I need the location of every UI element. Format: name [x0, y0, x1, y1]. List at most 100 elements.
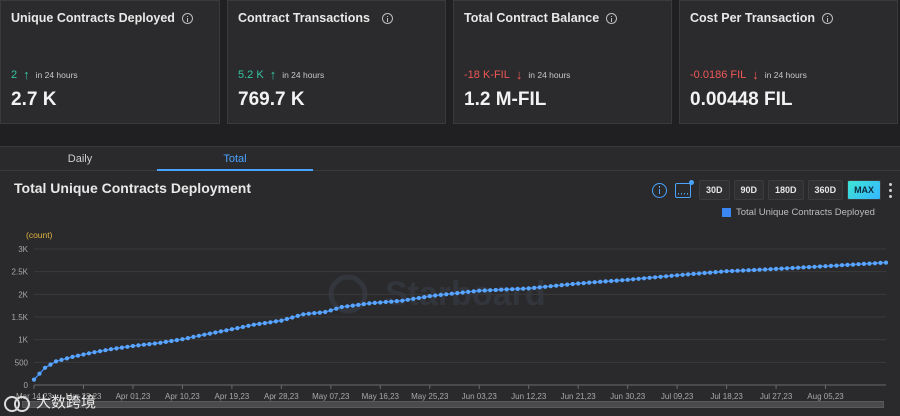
- info-icon[interactable]: [822, 12, 834, 24]
- y-tick-label: 1.5K: [12, 313, 29, 322]
- delta-row: -0.0186 FIL ↓ in 24 hours: [690, 67, 807, 82]
- series-point: [345, 304, 350, 309]
- y-tick-label: 3K: [18, 245, 28, 254]
- series-point: [180, 337, 185, 342]
- series-point: [306, 311, 311, 316]
- calendar-icon[interactable]: [675, 179, 694, 198]
- series-point: [334, 306, 339, 311]
- x-tick-label: Apr 28,23: [264, 392, 299, 401]
- series-point: [790, 265, 795, 271]
- series-point: [31, 377, 37, 382]
- info-icon[interactable]: [181, 12, 193, 24]
- series-point: [163, 339, 168, 344]
- card-title-text: Total Contract Balance: [464, 11, 600, 25]
- series-point: [878, 260, 883, 265]
- series-point: [92, 350, 97, 355]
- series-point: [356, 302, 361, 307]
- series-point: [64, 356, 70, 361]
- series-point: [471, 289, 476, 294]
- series-point: [872, 261, 878, 266]
- series-point: [515, 286, 520, 291]
- series-point: [466, 289, 471, 294]
- series-point: [636, 276, 641, 281]
- series-point: [702, 270, 707, 276]
- range-button-90d[interactable]: 90D: [733, 180, 765, 200]
- series-point: [394, 299, 399, 304]
- info-icon[interactable]: [381, 12, 393, 24]
- series-point: [169, 338, 174, 344]
- series-point: [609, 278, 614, 284]
- series-point: [669, 273, 674, 278]
- series-point: [548, 284, 553, 289]
- series-point: [625, 277, 630, 282]
- series-point: [554, 283, 559, 288]
- series-point: [449, 291, 454, 296]
- delta-note: in 24 hours: [282, 69, 325, 80]
- delta-note: in 24 hours: [35, 69, 78, 80]
- series-point: [224, 328, 229, 333]
- card-title: Total Contract Balance: [464, 11, 618, 25]
- series-point: [664, 274, 669, 279]
- series-point: [867, 261, 872, 266]
- series-point: [323, 309, 328, 315]
- series-point: [257, 321, 262, 326]
- info-icon[interactable]: [606, 12, 618, 24]
- series-point: [620, 278, 625, 283]
- series-point: [493, 287, 498, 293]
- more-options-icon[interactable]: [889, 182, 893, 198]
- tab-daily[interactable]: Daily: [67, 153, 93, 165]
- series-point: [839, 263, 845, 268]
- series-point: [883, 260, 889, 265]
- range-button-30d[interactable]: 30D: [699, 180, 730, 200]
- chart-panel: Daily Total Starboard 0 500 1K 1.5K 2K 2.5K 3K M…: [0, 146, 900, 416]
- series-point: [724, 269, 729, 274]
- series-point: [735, 268, 740, 273]
- series-point: [537, 285, 542, 290]
- series-point: [653, 275, 658, 280]
- range-button-180d[interactable]: 180D: [768, 180, 804, 200]
- range-button-max[interactable]: MAX: [847, 180, 882, 200]
- y-tick-label: 1K: [18, 336, 28, 345]
- series-point: [114, 346, 119, 351]
- series-point: [482, 288, 487, 293]
- card-title: Unique Contracts Deployed: [11, 11, 193, 25]
- series-point: [86, 351, 92, 356]
- series-point: [433, 293, 438, 298]
- series-point: [229, 327, 234, 332]
- series-point: [103, 348, 108, 353]
- card-value: 1.2 M-FIL: [464, 89, 547, 110]
- series-point: [202, 332, 207, 337]
- card-cost-per-transaction: Cost Per Transaction -0.0186 FIL ↓ in 24 h…: [679, 0, 898, 124]
- series-point: [763, 267, 768, 272]
- series-point: [422, 295, 427, 300]
- series-point: [405, 297, 410, 302]
- x-tick-label: Jul 27,23: [760, 392, 793, 401]
- y-tick-label: 2K: [18, 290, 28, 299]
- series-point: [147, 342, 152, 347]
- arrow-down-icon: ↓: [515, 67, 523, 82]
- series-point: [339, 304, 344, 310]
- series-point: [845, 262, 850, 267]
- series-point: [823, 264, 828, 269]
- x-tick-label: May 16,23: [362, 392, 400, 401]
- chart-info-icon[interactable]: [652, 182, 667, 198]
- active-tab-indicator: [157, 169, 313, 171]
- series-point: [455, 291, 460, 296]
- series-point: [785, 266, 790, 271]
- series-point: [75, 353, 81, 358]
- series-point: [53, 359, 59, 364]
- x-tick-label: May 25,23: [411, 392, 449, 401]
- series-point: [499, 287, 504, 292]
- chart-legend[interactable]: Total Unique Contracts Deployed: [722, 207, 875, 218]
- series-point: [603, 279, 608, 284]
- card-title-text: Unique Contracts Deployed: [11, 11, 175, 25]
- series-point: [488, 288, 493, 293]
- x-tick-label: Aug 05,23: [807, 392, 844, 401]
- chart-zoom-scrollbar[interactable]: [22, 401, 884, 408]
- range-button-360d[interactable]: 360D: [807, 180, 844, 200]
- x-tick-label: Jun 03,23: [462, 392, 498, 401]
- series-point: [207, 331, 212, 336]
- series-point: [828, 263, 834, 268]
- tab-total[interactable]: Total: [223, 153, 247, 165]
